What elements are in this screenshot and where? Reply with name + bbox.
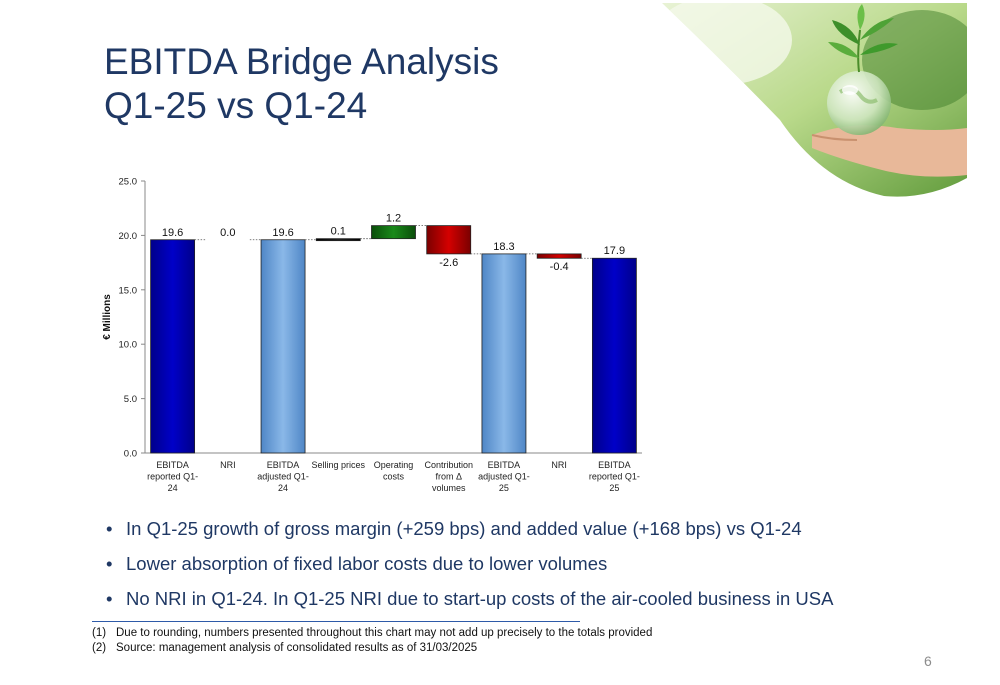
data-label: 18.3 — [493, 241, 514, 253]
waterfall-bar — [315, 238, 361, 242]
footnotes: (1) Due to rounding, numbers presented th… — [92, 626, 652, 656]
category-label: from Δ — [435, 472, 462, 482]
data-label: 0.1 — [331, 226, 346, 238]
bullet-list: In Q1-25 growth of gross margin (+259 bp… — [104, 516, 833, 621]
bullet-item: No NRI in Q1-24. In Q1-25 NRI due to sta… — [104, 586, 833, 621]
category-label: NRI — [551, 460, 567, 470]
footnote-item: (1) Due to rounding, numbers presented th… — [92, 626, 652, 641]
footnote-text: Source: management analysis of consolida… — [116, 642, 478, 654]
ebitda-waterfall-chart: 0.0 5.0 10.0 15.0 20.0 25.0 € Millions 19.6 EBIT… — [100, 170, 660, 500]
category-label: 25 — [609, 483, 619, 493]
waterfall-bar — [150, 239, 196, 454]
y-tick-label: 0.0 — [124, 449, 137, 460]
footnote-text: Due to rounding, numbers presented throu… — [116, 627, 653, 639]
footnote-item: (2) Source: management analysis of consol… — [92, 641, 652, 656]
y-tick-label: 25.0 — [119, 177, 138, 188]
category-label: adjusted Q1- — [478, 472, 530, 482]
bullet-item: In Q1-25 growth of gross margin (+259 bp… — [104, 516, 833, 551]
category-label: EBITDA — [598, 460, 631, 470]
waterfall-bar — [371, 225, 416, 240]
title-line-1: EBITDA Bridge Analysis — [104, 41, 499, 82]
chart-svg: 0.0 5.0 10.0 15.0 20.0 25.0 € Millions 19.6 EBIT… — [102, 177, 642, 493]
category-label: NRI — [220, 460, 236, 470]
hero-image — [662, 3, 967, 197]
data-label: 1.2 — [386, 213, 401, 225]
category-label: EBITDA — [488, 460, 521, 470]
data-label: 19.6 — [162, 227, 183, 239]
y-tick-label: 5.0 — [124, 394, 137, 405]
page-number: 6 — [924, 653, 932, 669]
waterfall-bar — [591, 257, 637, 454]
category-label: EBITDA — [156, 460, 189, 470]
y-tick-label: 15.0 — [119, 285, 138, 296]
y-tick-label: 20.0 — [119, 231, 138, 242]
waterfall-bar — [426, 225, 472, 255]
category-label: Contribution — [424, 460, 473, 470]
slide-title: EBITDA Bridge Analysis Q1-25 vs Q1-24 — [104, 40, 499, 128]
category-label: EBITDA — [267, 460, 300, 470]
category-label: adjusted Q1- — [257, 472, 309, 482]
category-label: volumes — [432, 483, 466, 493]
waterfall-bar — [536, 253, 582, 259]
category-label: costs — [383, 472, 405, 482]
category-label: Operating — [374, 460, 414, 470]
title-line-2: Q1-25 vs Q1-24 — [104, 85, 368, 126]
y-tick-label: 10.0 — [119, 340, 138, 351]
waterfall-bar — [481, 253, 527, 454]
y-axis-label: € Millions — [102, 294, 113, 340]
bullet-item: Lower absorption of fixed labor costs du… — [104, 551, 833, 586]
category-label: Selling prices — [312, 460, 366, 470]
category-label: 24 — [278, 483, 288, 493]
data-label: 17.9 — [604, 245, 625, 257]
category-label: 24 — [168, 483, 178, 493]
data-label: 0.0 — [220, 227, 235, 239]
data-label: -0.4 — [550, 261, 569, 273]
waterfall-bar — [260, 239, 306, 454]
footnote-number: (1) — [92, 627, 107, 639]
footnote-divider — [92, 621, 580, 622]
category-label: reported Q1- — [147, 472, 198, 482]
data-label: -2.6 — [439, 257, 458, 269]
footnote-number: (2) — [92, 642, 107, 654]
category-label: reported Q1- — [589, 472, 640, 482]
data-label: 19.6 — [272, 227, 293, 239]
category-label: 25 — [499, 483, 509, 493]
